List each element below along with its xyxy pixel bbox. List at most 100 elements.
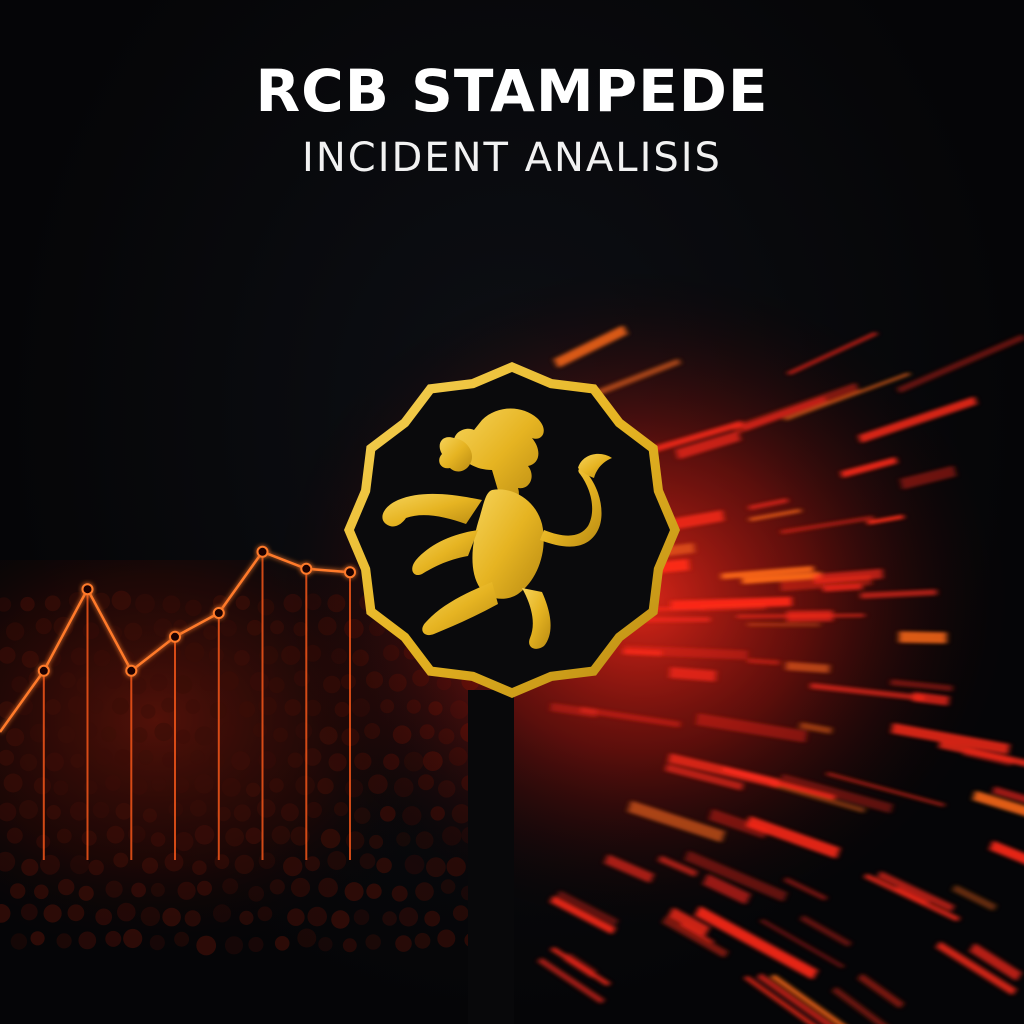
crowd-head (376, 857, 392, 874)
red-streak (662, 916, 729, 959)
crowd-head (287, 908, 305, 926)
crowd-head (233, 804, 251, 822)
crowd-head (56, 933, 72, 949)
red-streak (899, 465, 957, 490)
red-streak (657, 855, 698, 878)
red-streak (579, 706, 681, 728)
red-streak (604, 854, 655, 884)
crowd-head (46, 805, 61, 820)
crowd-head (307, 906, 328, 927)
emblem-pole (468, 690, 514, 1024)
crowd-head (239, 701, 256, 718)
crowd-head (175, 729, 191, 744)
red-streak (537, 957, 605, 1005)
chart-point (300, 562, 313, 575)
crowd-head (290, 826, 310, 846)
crowd-head (123, 928, 143, 949)
crowd-head (112, 697, 129, 715)
crowd-head (395, 935, 412, 952)
crowd-head (44, 595, 61, 612)
crowd-head (342, 938, 357, 953)
crowd-head (173, 619, 188, 634)
red-streak (744, 975, 860, 1024)
crowd-head (95, 748, 113, 766)
crowd-head (128, 676, 147, 695)
crowd-head (21, 650, 39, 668)
crowd-head (174, 832, 194, 852)
crowd-head (225, 827, 245, 847)
red-streak (890, 679, 953, 692)
crowd-head (40, 854, 60, 875)
red-streak (669, 667, 717, 682)
red-streak (952, 884, 997, 912)
crowd-head (113, 852, 129, 868)
crowd-head (382, 911, 397, 926)
crowd-head (138, 749, 154, 765)
crowd-head (20, 596, 35, 612)
crowd-head (114, 749, 132, 766)
crowd-head (219, 671, 239, 691)
crowd-head (106, 825, 125, 844)
crowd-head (249, 672, 269, 692)
crowd-head (19, 753, 38, 772)
crowd-head (124, 622, 143, 641)
crowd-head (81, 830, 97, 846)
crowd-head (245, 827, 263, 845)
crowd-head (105, 775, 121, 791)
crowd-head (252, 723, 268, 738)
crowd-head (415, 882, 434, 901)
crowd-head (0, 851, 16, 872)
crowd-head (5, 622, 25, 641)
crowd-head (190, 750, 205, 765)
crowd-head (297, 928, 317, 948)
crowd-head (10, 933, 28, 950)
crowd-head (185, 699, 201, 714)
crowd-head (173, 675, 193, 694)
crowd-head (33, 777, 52, 795)
crowd-head (269, 778, 284, 793)
crowd-head (221, 777, 241, 797)
red-streak (787, 331, 878, 376)
crowd-head (331, 910, 350, 929)
red-streak (799, 722, 833, 735)
red-streak (667, 907, 710, 937)
crowd-head (271, 825, 291, 845)
crowd-head (194, 825, 215, 845)
page-subtitle: INCIDENT ANALISIS (302, 135, 722, 181)
red-streak (989, 840, 1024, 882)
crowd-head (231, 751, 251, 771)
crowd-head (398, 907, 419, 927)
red-streak (780, 515, 874, 535)
chart-point (81, 583, 94, 596)
red-streak (935, 941, 1017, 996)
red-streak (860, 589, 938, 599)
crowd-head (150, 832, 166, 847)
crowd-head (150, 882, 165, 897)
crowd-head (234, 650, 250, 666)
red-streak (779, 773, 894, 814)
crowd-head (185, 599, 202, 617)
crowd-head (115, 802, 133, 820)
crowd-head (88, 859, 104, 876)
crowd-head (283, 856, 303, 877)
red-streak (809, 682, 925, 702)
red-streak (623, 645, 748, 660)
crowd-head (140, 704, 156, 719)
crowd-head (248, 885, 265, 902)
red-streak (800, 914, 852, 948)
red-streak (675, 430, 741, 460)
red-streak (694, 905, 818, 980)
crowd-head (57, 878, 75, 896)
chart-point (256, 545, 269, 558)
red-streak (643, 617, 711, 623)
red-streak (670, 596, 792, 610)
crowd-head (80, 722, 98, 739)
red-streak (938, 741, 1024, 775)
crowd-head (67, 696, 86, 715)
crowd-head (35, 618, 52, 635)
crowd-head (95, 908, 113, 926)
crowd-head (437, 929, 456, 948)
crowd-head (220, 722, 236, 738)
crowd-head (391, 885, 408, 902)
crowd-head (0, 597, 12, 612)
